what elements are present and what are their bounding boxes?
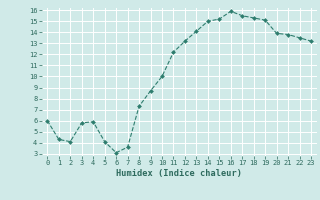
X-axis label: Humidex (Indice chaleur): Humidex (Indice chaleur) <box>116 169 242 178</box>
